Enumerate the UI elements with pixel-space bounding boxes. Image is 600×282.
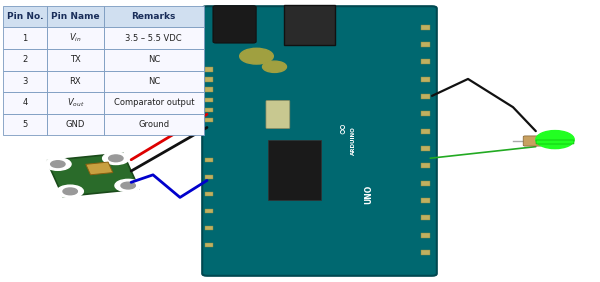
FancyBboxPatch shape <box>3 114 47 135</box>
FancyBboxPatch shape <box>266 100 290 129</box>
FancyBboxPatch shape <box>523 136 542 146</box>
Circle shape <box>44 158 71 170</box>
FancyBboxPatch shape <box>421 42 430 47</box>
Text: $V_{in}$: $V_{in}$ <box>69 32 82 44</box>
Text: UNO: UNO <box>365 184 373 204</box>
FancyBboxPatch shape <box>104 92 204 114</box>
Text: NC: NC <box>148 55 160 64</box>
FancyBboxPatch shape <box>104 114 204 135</box>
Text: 1: 1 <box>22 34 28 43</box>
FancyBboxPatch shape <box>421 198 430 203</box>
FancyBboxPatch shape <box>47 6 104 27</box>
Polygon shape <box>47 153 139 197</box>
FancyBboxPatch shape <box>205 98 213 102</box>
FancyBboxPatch shape <box>421 250 430 255</box>
FancyBboxPatch shape <box>213 6 256 43</box>
Text: Comparator output: Comparator output <box>113 98 194 107</box>
FancyBboxPatch shape <box>421 59 430 64</box>
FancyBboxPatch shape <box>47 27 104 49</box>
Polygon shape <box>86 162 113 175</box>
FancyBboxPatch shape <box>104 27 204 49</box>
FancyBboxPatch shape <box>205 77 213 82</box>
Text: 2: 2 <box>22 55 28 64</box>
FancyBboxPatch shape <box>205 108 213 112</box>
FancyBboxPatch shape <box>421 129 430 134</box>
Text: 5: 5 <box>22 120 28 129</box>
FancyBboxPatch shape <box>421 111 430 116</box>
FancyBboxPatch shape <box>3 70 47 92</box>
Circle shape <box>263 61 287 72</box>
FancyBboxPatch shape <box>205 209 213 213</box>
Circle shape <box>536 131 574 149</box>
Text: 4: 4 <box>22 98 28 107</box>
Text: ∞: ∞ <box>335 121 349 134</box>
FancyBboxPatch shape <box>421 25 430 30</box>
Text: Remarks: Remarks <box>131 12 176 21</box>
Text: ARDUINO: ARDUINO <box>351 127 356 155</box>
Circle shape <box>103 152 129 164</box>
FancyBboxPatch shape <box>202 6 437 276</box>
FancyBboxPatch shape <box>205 226 213 230</box>
Circle shape <box>57 185 83 198</box>
FancyBboxPatch shape <box>47 70 104 92</box>
FancyBboxPatch shape <box>205 67 213 72</box>
Text: NC: NC <box>148 77 160 86</box>
FancyBboxPatch shape <box>205 175 213 179</box>
FancyBboxPatch shape <box>536 140 574 144</box>
FancyBboxPatch shape <box>421 146 430 151</box>
Text: Ground: Ground <box>138 120 169 129</box>
Circle shape <box>115 179 142 192</box>
Circle shape <box>63 188 77 195</box>
FancyBboxPatch shape <box>205 243 213 247</box>
Text: TX: TX <box>70 55 81 64</box>
Text: RX: RX <box>70 77 81 86</box>
Text: $V_{out}$: $V_{out}$ <box>67 97 84 109</box>
FancyBboxPatch shape <box>205 118 213 122</box>
Text: 3.5 – 5.5 VDC: 3.5 – 5.5 VDC <box>125 34 182 43</box>
FancyBboxPatch shape <box>421 180 430 186</box>
FancyBboxPatch shape <box>421 233 430 238</box>
FancyBboxPatch shape <box>284 5 335 45</box>
Text: 3: 3 <box>22 77 28 86</box>
FancyBboxPatch shape <box>3 92 47 114</box>
FancyBboxPatch shape <box>205 158 213 162</box>
Circle shape <box>121 182 136 189</box>
Circle shape <box>240 48 274 64</box>
Text: GND: GND <box>65 120 85 129</box>
FancyBboxPatch shape <box>421 215 430 220</box>
FancyBboxPatch shape <box>3 49 47 70</box>
FancyBboxPatch shape <box>268 140 322 200</box>
FancyBboxPatch shape <box>421 77 430 82</box>
FancyBboxPatch shape <box>421 163 430 168</box>
Circle shape <box>50 161 65 168</box>
FancyBboxPatch shape <box>104 6 204 27</box>
FancyBboxPatch shape <box>47 49 104 70</box>
FancyBboxPatch shape <box>205 87 213 92</box>
FancyBboxPatch shape <box>47 92 104 114</box>
FancyBboxPatch shape <box>3 27 47 49</box>
FancyBboxPatch shape <box>3 6 47 27</box>
FancyBboxPatch shape <box>47 114 104 135</box>
Circle shape <box>109 155 123 162</box>
Text: Pin Name: Pin Name <box>51 12 100 21</box>
FancyBboxPatch shape <box>104 70 204 92</box>
Text: Pin No.: Pin No. <box>7 12 43 21</box>
FancyBboxPatch shape <box>421 94 430 99</box>
FancyBboxPatch shape <box>104 49 204 70</box>
FancyBboxPatch shape <box>205 192 213 196</box>
